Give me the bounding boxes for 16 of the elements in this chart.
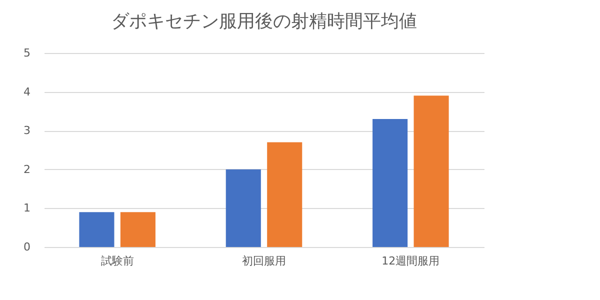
chart-title: ダポキセチン服用後の射精時間平均値 [111, 11, 417, 32]
x-tick-label: 初回服用 [242, 254, 286, 268]
y-tick-label: 5 [24, 46, 30, 60]
bar [79, 212, 114, 247]
y-tick-label: 3 [24, 124, 30, 138]
x-tick-label: 12週間服用 [382, 254, 440, 268]
y-tick-label: 0 [24, 240, 30, 254]
x-tick-label: 試験前 [100, 254, 134, 268]
bar [226, 169, 261, 247]
bar [372, 118, 408, 247]
bar [120, 212, 156, 247]
bar [267, 142, 302, 247]
y-tick-label: 1 [24, 202, 30, 215]
y-tick-label: 4 [24, 85, 30, 98]
y-tick-label: 2 [24, 162, 30, 176]
bar [414, 96, 449, 247]
